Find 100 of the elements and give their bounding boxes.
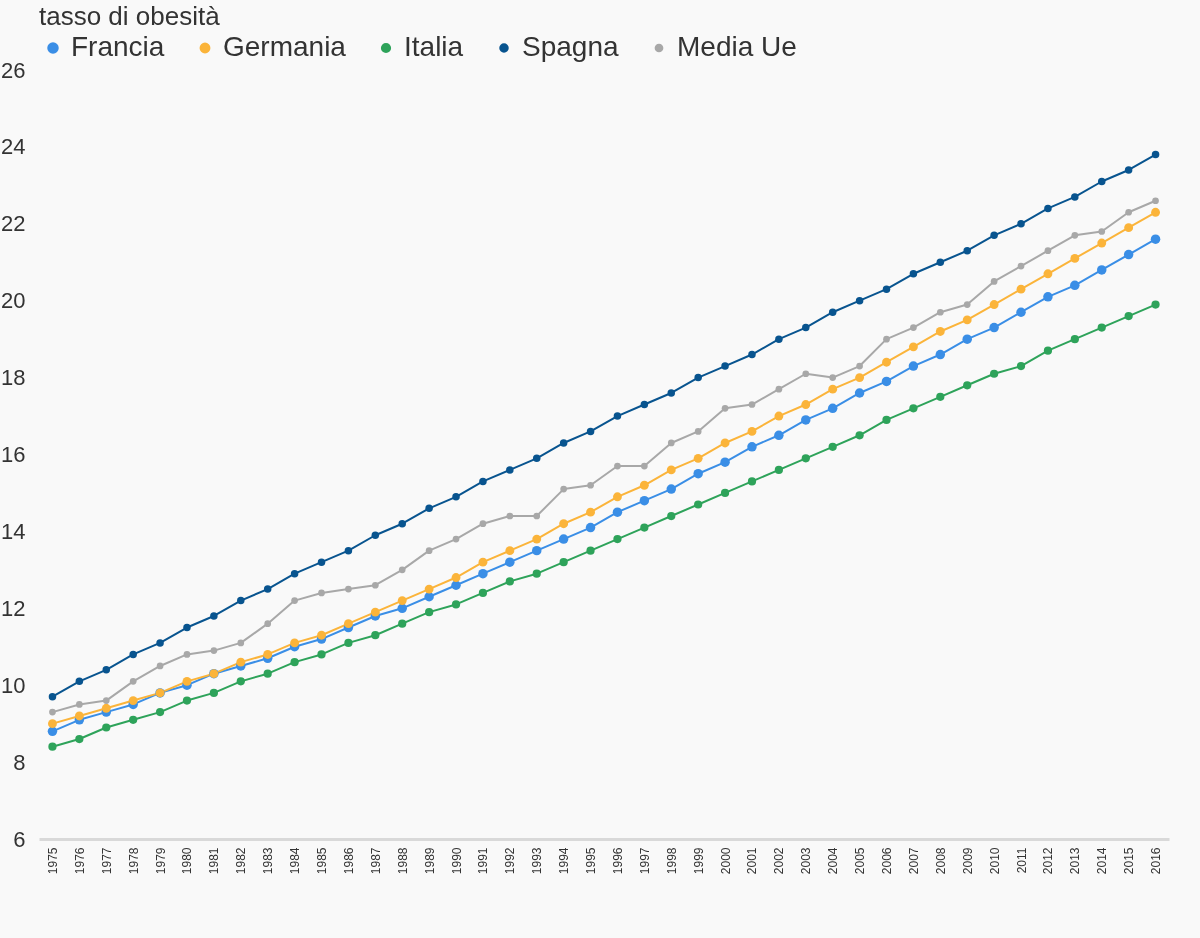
point <box>774 411 784 421</box>
point <box>129 715 138 724</box>
y-tick-label: 6 <box>13 826 26 852</box>
point <box>532 545 542 556</box>
x-tick-label: 1997 <box>637 847 652 875</box>
x-tick-label: 1977 <box>99 847 114 875</box>
point <box>802 370 810 378</box>
y-tick-label: 24 <box>1 134 26 160</box>
legend-label: Germania <box>223 31 347 62</box>
point <box>345 585 352 593</box>
x-tick-label: 1999 <box>691 847 706 875</box>
point <box>263 585 272 593</box>
x-tick-label: 1981 <box>207 847 222 875</box>
point <box>1097 238 1107 248</box>
point <box>1017 220 1025 228</box>
point <box>102 723 111 732</box>
point <box>183 651 191 658</box>
point <box>102 697 110 704</box>
point <box>694 428 702 435</box>
x-tick-label: 1995 <box>584 847 599 875</box>
point <box>559 519 569 529</box>
point <box>318 589 325 597</box>
point <box>1151 207 1160 217</box>
point <box>855 431 864 440</box>
point <box>48 692 57 701</box>
point <box>585 522 596 533</box>
point <box>721 362 729 370</box>
point <box>667 439 675 447</box>
y-tick-label: 14 <box>1 518 26 544</box>
point <box>587 481 594 489</box>
point <box>290 658 299 667</box>
point <box>479 520 487 528</box>
x-tick-label: 1978 <box>126 847 141 875</box>
point <box>1150 234 1161 244</box>
point <box>640 523 649 532</box>
point <box>639 495 650 506</box>
point <box>936 392 945 401</box>
point <box>237 596 245 605</box>
point <box>1097 265 1107 275</box>
y-tick-label: 12 <box>1 595 26 621</box>
point <box>856 362 863 370</box>
point <box>640 400 649 409</box>
x-tick-label: 2012 <box>1041 847 1056 875</box>
point <box>1151 300 1160 309</box>
x-tick-label: 1992 <box>503 847 518 875</box>
point <box>666 465 676 475</box>
point <box>1124 311 1133 321</box>
point <box>962 315 972 325</box>
point <box>452 493 460 501</box>
point <box>828 442 837 451</box>
point <box>989 322 999 333</box>
point <box>1043 346 1053 355</box>
point <box>1017 262 1025 270</box>
x-tick-label: 2002 <box>772 847 787 875</box>
point <box>370 607 380 617</box>
point <box>75 677 84 686</box>
point <box>694 500 703 509</box>
point <box>48 719 57 729</box>
point <box>614 462 621 470</box>
point <box>1070 280 1080 291</box>
legend-label: Francia <box>71 31 165 62</box>
point <box>532 534 542 544</box>
y-tick-label: 16 <box>1 442 26 467</box>
point <box>963 381 972 390</box>
point <box>935 349 946 360</box>
x-tick-label: 2004 <box>826 847 841 875</box>
point <box>155 708 165 717</box>
x-tick-label: 2016 <box>1149 847 1164 875</box>
point <box>1125 208 1132 216</box>
point <box>183 623 191 632</box>
point <box>908 342 918 352</box>
point <box>290 569 299 578</box>
point <box>720 438 730 448</box>
point <box>828 308 837 316</box>
point <box>1043 269 1053 279</box>
point <box>291 597 298 604</box>
point <box>801 400 811 409</box>
point <box>936 308 944 316</box>
point <box>451 600 461 609</box>
y-tick-label: 8 <box>13 749 26 775</box>
point <box>586 427 595 436</box>
x-tick-label: 2008 <box>933 847 948 875</box>
point <box>75 734 84 744</box>
point <box>506 512 514 520</box>
point <box>479 477 487 486</box>
point <box>801 454 810 463</box>
point <box>101 703 111 713</box>
x-tick-label: 2011 <box>1014 847 1029 874</box>
point <box>397 596 407 606</box>
point <box>910 324 917 331</box>
point <box>909 270 918 278</box>
y-tick-label: 20 <box>1 288 26 314</box>
point <box>720 457 730 467</box>
point <box>748 350 756 359</box>
y-tick-label: 18 <box>1 365 26 391</box>
y-tick-label: 22 <box>1 211 26 237</box>
x-tick-label: 1979 <box>153 847 168 875</box>
point <box>237 639 245 647</box>
x-tick-label: 1985 <box>315 847 329 875</box>
point <box>963 246 971 255</box>
